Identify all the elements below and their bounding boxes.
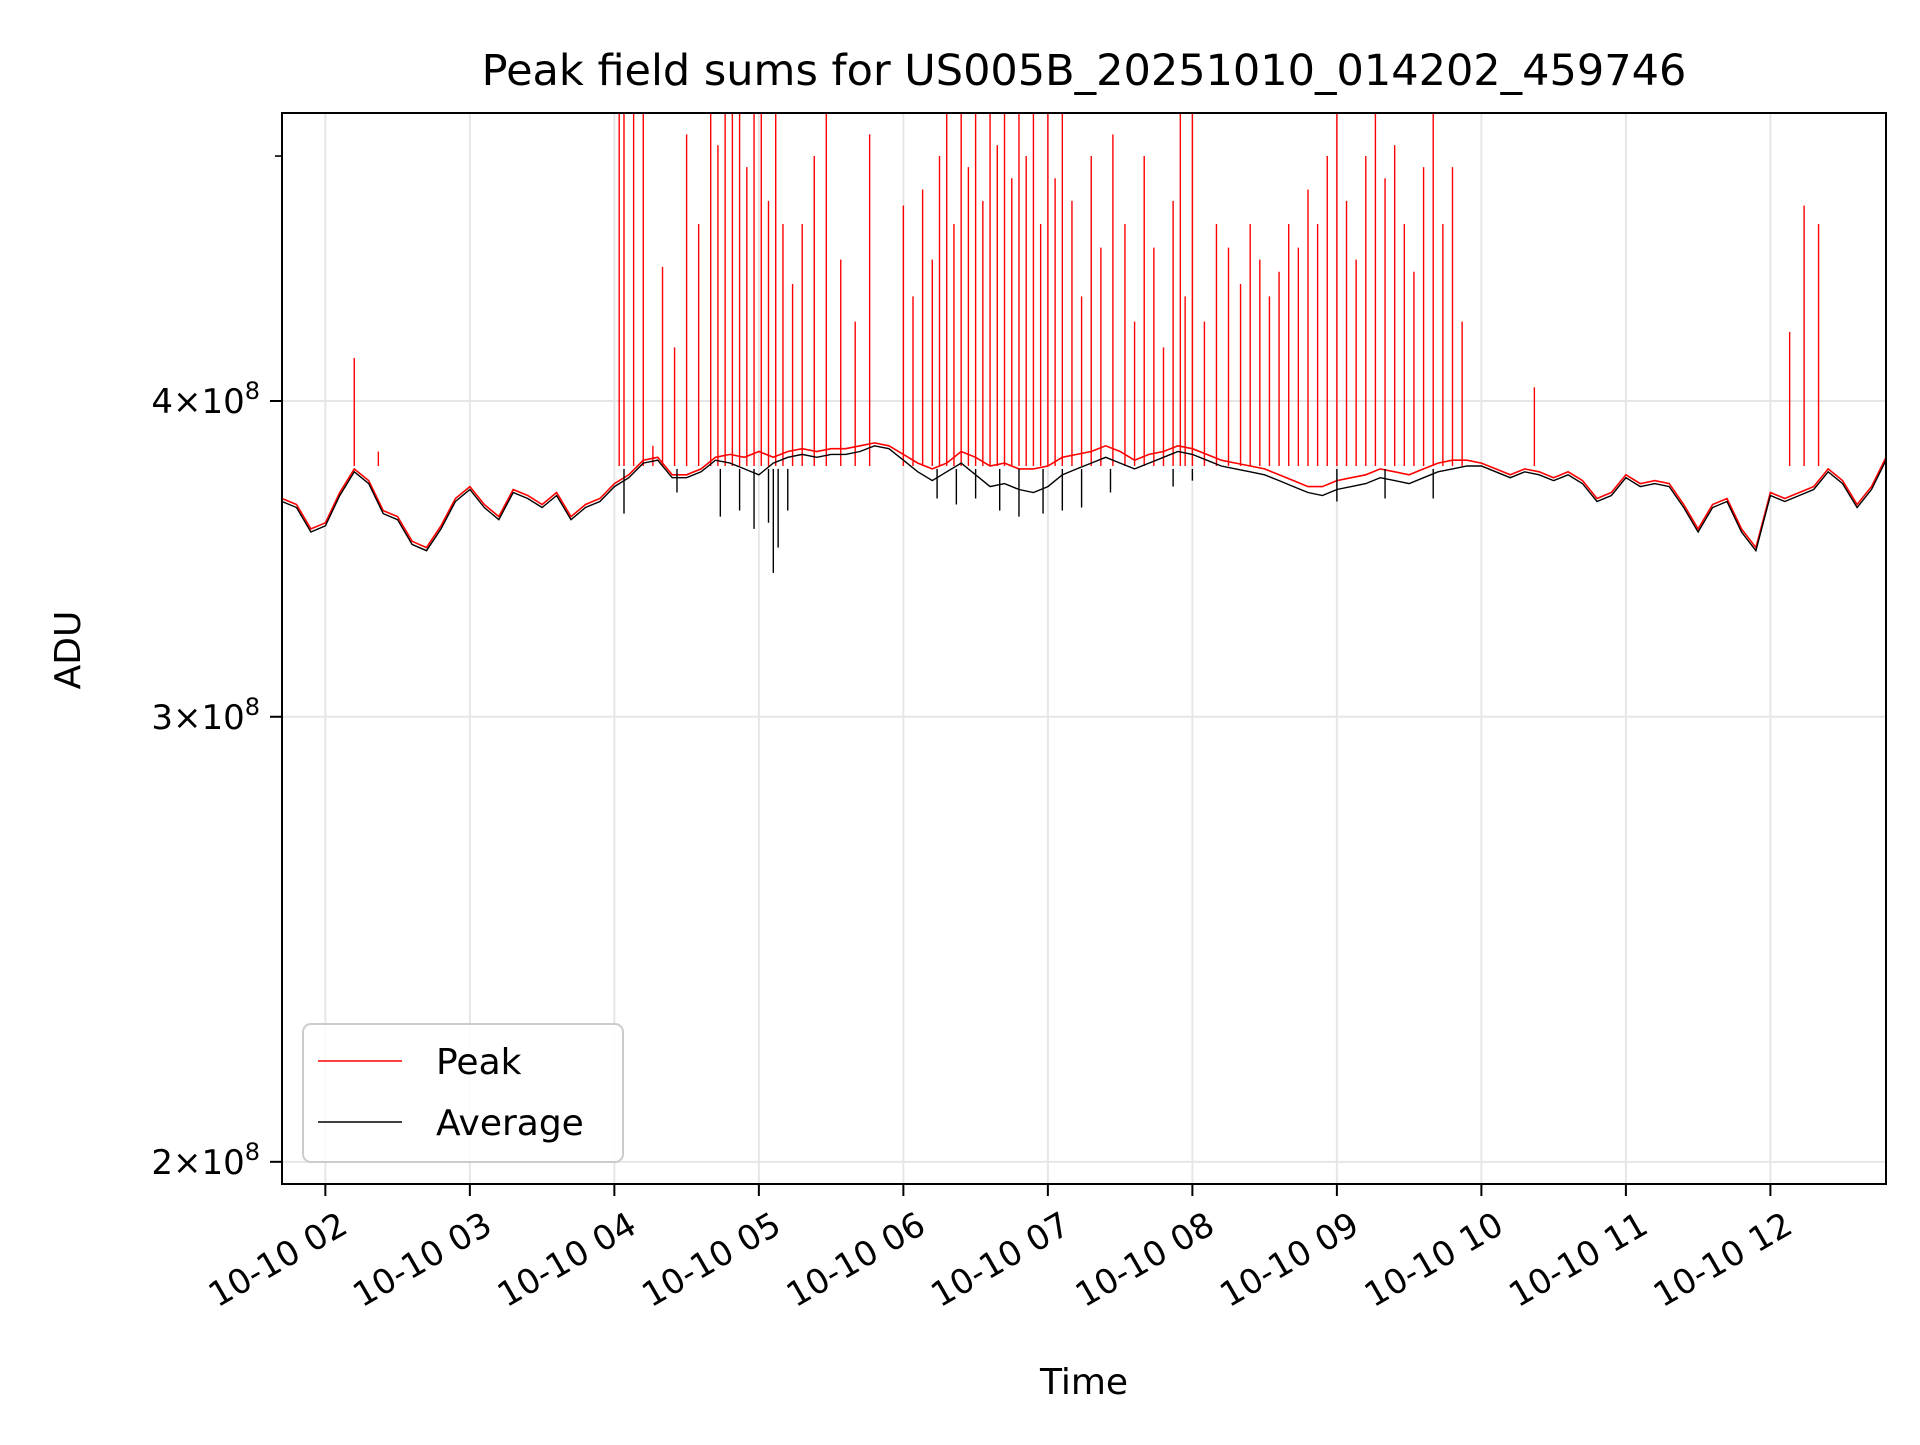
- legend-peak-label: Peak: [436, 1042, 522, 1083]
- y-tick-label: 2×108: [151, 1138, 260, 1183]
- legend-box: [302, 1023, 624, 1163]
- y-axis-label: ADU: [48, 611, 89, 690]
- peak-series-line: [281, 442, 1887, 550]
- y-tick-label: 4×108: [151, 377, 260, 422]
- average-series-line: [281, 445, 1887, 553]
- plot-frame: [281, 112, 1887, 1185]
- legend-average-label: Average: [436, 1103, 584, 1144]
- y-tick-label: 3×108: [151, 693, 260, 738]
- series-layer: [281, 113, 1887, 573]
- chart-title: Peak field sums for US005B_20251010_0142…: [482, 46, 1687, 96]
- x-axis-label: Time: [1039, 1362, 1128, 1403]
- legend: Peak Average: [302, 1023, 624, 1163]
